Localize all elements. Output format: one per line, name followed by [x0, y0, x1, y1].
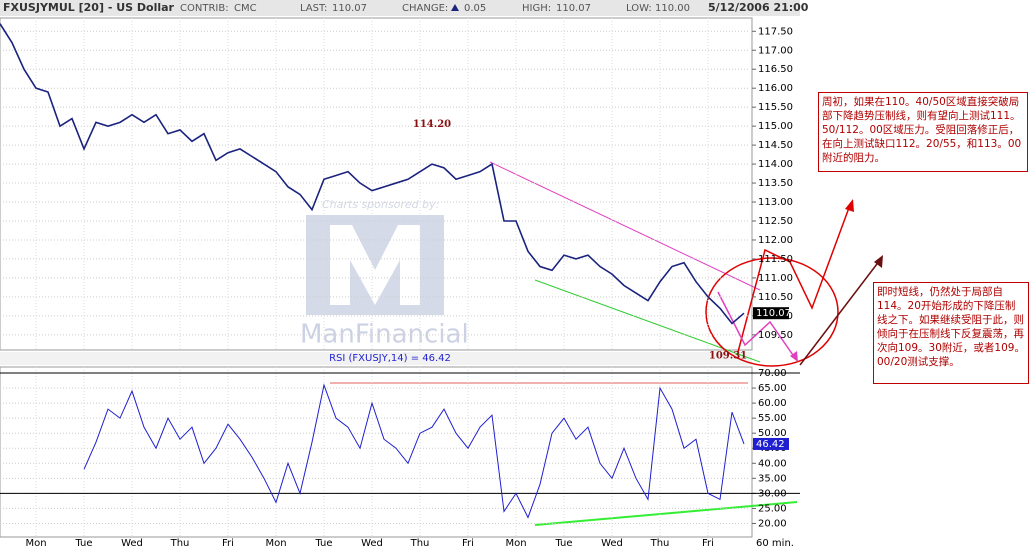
- up-arrow-icon: [451, 4, 459, 11]
- x-tick-label: Fri: [222, 538, 234, 549]
- x-tick-label: Wed: [361, 538, 383, 549]
- last-value-box: [753, 437, 789, 450]
- header-label: LAST:: [300, 3, 327, 14]
- watermark: Charts sponsored by: ManFinancial: [300, 198, 469, 350]
- last-value-label: 110.07: [756, 308, 791, 319]
- y-tick-label: 114.50: [758, 140, 793, 151]
- price-line: [83, 383, 745, 519]
- trend-line: [489, 161, 761, 291]
- y-tick-label: 55.00: [758, 413, 787, 424]
- arrow-head: [790, 351, 798, 362]
- x-tick-label: Thu: [410, 538, 430, 549]
- x-tick-label: Fri: [462, 538, 474, 549]
- x-tick-label: Fri: [702, 538, 714, 549]
- y-tick-label: 25.00: [758, 503, 787, 514]
- y-tick-label: 60.00: [758, 398, 787, 409]
- y-tick-label: 40.00: [758, 458, 787, 469]
- price-annotation: 109.31: [709, 351, 747, 362]
- header-label: LOW:: [626, 3, 652, 14]
- header-value: 0.05: [464, 3, 486, 14]
- x-tick-label: Wed: [121, 538, 143, 549]
- x-tick-label: Mon: [505, 538, 526, 549]
- rsi-title-bar: [0, 352, 752, 365]
- header-title: FXUSJYMUL [20] - US Dollar: [3, 1, 175, 14]
- last-value-box: [753, 307, 789, 320]
- y-tick-label: 115.50: [758, 102, 793, 113]
- x-tick-label: Mon: [25, 538, 46, 549]
- x-tick-label: Thu: [170, 538, 190, 549]
- watermark-logo: [306, 215, 444, 315]
- rsi-title: RSI (FXUSJY,14) = 46.42: [329, 353, 451, 364]
- last-value-label: 46.42: [756, 439, 785, 450]
- x-tick-label: Tue: [314, 538, 332, 549]
- price-frame: [0, 17, 753, 351]
- y-tick-label: 112.00: [758, 235, 793, 246]
- rsi-support-line: [534, 501, 798, 526]
- header-value: 110.07: [332, 3, 367, 14]
- x-tick-label: Thu: [650, 538, 670, 549]
- note: 即时短线，仍然处于局部自114。20开始形成的下降压制线之下。如果继续受阻于此，…: [873, 282, 1029, 384]
- watermark-caption: Charts sponsored by:: [322, 198, 439, 211]
- header-label: CONTRIB:: [180, 3, 229, 14]
- rsi-frame: [0, 366, 753, 538]
- header-value: CMC: [234, 3, 257, 14]
- interval-label: 60 min.: [756, 538, 794, 549]
- y-tick-label: 109.50: [758, 330, 793, 341]
- y-tick-label: 116.50: [758, 64, 793, 75]
- y-tick-label: 117.50: [758, 26, 793, 37]
- y-tick-label: 35.00: [758, 473, 787, 484]
- y-tick-label: 116.00: [758, 83, 793, 94]
- price-annotation: 114.20: [413, 119, 451, 130]
- y-tick-label: 113.00: [758, 197, 793, 208]
- header-bar: [0, 0, 800, 16]
- header-value: 110.07: [556, 3, 591, 14]
- watermark-logo-m: [330, 225, 420, 305]
- header-value: 110.00: [655, 3, 690, 14]
- scenario-arrow: [737, 204, 851, 353]
- x-tick-label: Tue: [554, 538, 572, 549]
- note: 周初，如果在110。40/50区域直接突破局部下降趋势压制线，则有望向上测试11…: [818, 92, 1028, 172]
- price-line: [0, 23, 745, 325]
- y-tick-label: 111.00: [758, 273, 793, 284]
- scenario-arrow: [799, 259, 881, 366]
- scenario-arrow: [717, 291, 796, 359]
- arrow-head: [874, 255, 883, 268]
- y-tick-label: 65.00: [758, 383, 787, 394]
- y-tick-label: 50.00: [758, 428, 787, 439]
- y-tick-label: 117.00: [758, 45, 793, 56]
- y-tick-label: 114.00: [758, 159, 793, 170]
- y-tick-label: 112.50: [758, 216, 793, 227]
- x-tick-label: Tue: [74, 538, 92, 549]
- y-tick-label: 20.00: [758, 518, 787, 529]
- y-tick-label: 113.50: [758, 178, 793, 189]
- x-tick-label: Wed: [601, 538, 623, 549]
- highlight-ellipse: [705, 257, 839, 367]
- y-tick-label: 110.50: [758, 292, 793, 303]
- y-tick-label: 111.50: [758, 254, 793, 265]
- header-label: HIGH:: [522, 3, 551, 14]
- y-tick-label: 115.00: [758, 121, 793, 132]
- header-label: CHANGE:: [402, 3, 448, 14]
- arrow-head: [845, 199, 854, 212]
- x-tick-label: Mon: [265, 538, 286, 549]
- header-date: 5/12/2006 21:00: [708, 1, 809, 14]
